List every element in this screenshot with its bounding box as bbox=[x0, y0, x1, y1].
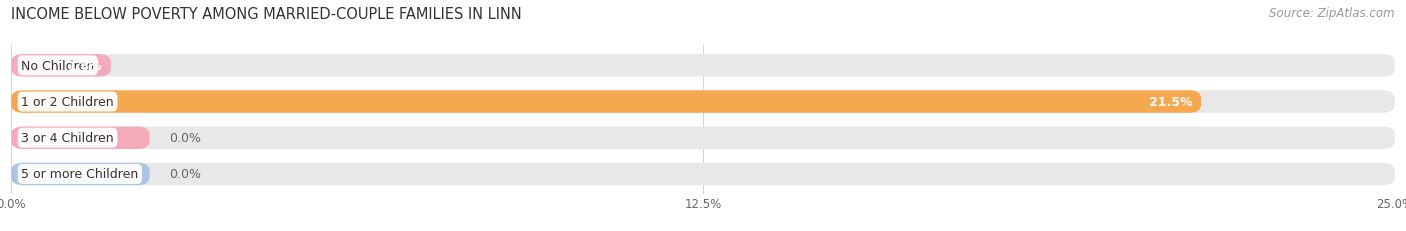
FancyBboxPatch shape bbox=[11, 91, 1201, 113]
Text: INCOME BELOW POVERTY AMONG MARRIED-COUPLE FAMILIES IN LINN: INCOME BELOW POVERTY AMONG MARRIED-COUPL… bbox=[11, 7, 522, 22]
Text: 3 or 4 Children: 3 or 4 Children bbox=[21, 132, 114, 145]
Text: 5 or more Children: 5 or more Children bbox=[21, 168, 138, 181]
Text: 0.0%: 0.0% bbox=[169, 132, 201, 145]
Text: No Children: No Children bbox=[21, 60, 94, 73]
FancyBboxPatch shape bbox=[11, 127, 1395, 149]
Text: 0.0%: 0.0% bbox=[169, 168, 201, 181]
Text: 1.8%: 1.8% bbox=[67, 60, 103, 73]
Text: Source: ZipAtlas.com: Source: ZipAtlas.com bbox=[1270, 7, 1395, 20]
FancyBboxPatch shape bbox=[11, 163, 149, 185]
FancyBboxPatch shape bbox=[11, 163, 1395, 185]
FancyBboxPatch shape bbox=[11, 127, 149, 149]
Text: 21.5%: 21.5% bbox=[1149, 96, 1192, 109]
FancyBboxPatch shape bbox=[11, 91, 1395, 113]
FancyBboxPatch shape bbox=[11, 55, 111, 77]
FancyBboxPatch shape bbox=[11, 55, 1395, 77]
Text: 1 or 2 Children: 1 or 2 Children bbox=[21, 96, 114, 109]
